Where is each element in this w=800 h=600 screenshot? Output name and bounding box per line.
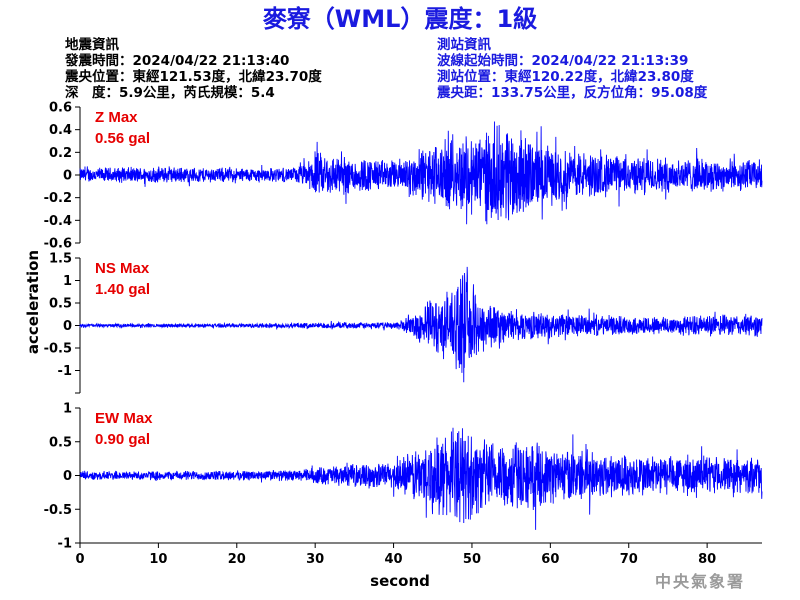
max-label-ns: NS Max	[95, 260, 150, 277]
y-tick-label: 1	[63, 402, 72, 417]
x-tick-label: 50	[463, 552, 481, 567]
x-tick-label: 70	[620, 552, 638, 567]
y-tick-label: -1	[58, 364, 72, 379]
y-tick-label: 0	[63, 469, 72, 484]
y-tick-label: 1	[63, 274, 72, 289]
y-axis-label: acceleration	[24, 250, 42, 354]
panel-ns: -1 -0.5 0 0.5 1 1.5 NS Max 1.40 gal	[44, 252, 763, 394]
panel-ew: -1 -0.5 0 0.5 1 EW Max 0.90 gal	[44, 402, 763, 552]
epicentral-distance-azimuth: 震央距：133.75公里，反方位角：95.08度	[436, 84, 708, 101]
y-tick-label: 1.5	[49, 252, 72, 267]
earthquake-depth-magnitude: 深 度：5.9公里，芮氏規模：5.4	[65, 84, 275, 101]
y-tick-label: 0	[63, 169, 72, 184]
panel-z: -0.6 -0.4 -0.2 0 0.2 0.4 0.6 Z Max 0.56 gal	[44, 101, 763, 252]
max-value-z: 0.56 gal	[95, 130, 150, 147]
earthquake-origin-time: 發震時間：2024/04/22 21:13:40	[64, 52, 289, 69]
y-tick-label: 0.2	[49, 146, 72, 161]
chart-title: 麥寮（WML）震度：1級	[262, 5, 537, 33]
y-tick-label: -0.2	[44, 191, 72, 206]
station-info-block: 測站資訊 波線起始時間：2024/04/22 21:13:39 測站位置：東經1…	[436, 36, 708, 101]
earthquake-info-block: 地震資訊 發震時間：2024/04/22 21:13:40 震央位置：東經121…	[64, 36, 322, 101]
x-tick-label: 20	[228, 552, 246, 567]
y-tick-label: 0.5	[49, 297, 72, 312]
cwa-logo-text: 中央氣象署	[655, 572, 745, 591]
station-location: 測站位置：東經120.22度，北緯23.80度	[437, 68, 694, 85]
max-label-z: Z Max	[95, 109, 138, 126]
max-label-ew: EW Max	[95, 410, 153, 427]
x-tick-label: 80	[698, 552, 716, 567]
x-tick-label: 10	[149, 552, 167, 567]
max-value-ns: 1.40 gal	[95, 281, 150, 298]
waveform-trace-z	[79, 121, 763, 225]
x-tick-label: 0	[75, 552, 84, 567]
waveform-start-time: 波線起始時間：2024/04/22 21:13:39	[437, 52, 688, 69]
earthquake-info-heading: 地震資訊	[65, 36, 119, 53]
y-tick-label: -0.4	[44, 214, 72, 229]
y-tick-label: 0.4	[49, 123, 72, 138]
waveform-trace-ns	[79, 266, 763, 383]
earthquake-epicenter: 震央位置：東經121.53度，北緯23.70度	[64, 68, 322, 85]
y-tick-label: -1	[58, 537, 72, 552]
y-tick-label: 0	[63, 319, 72, 334]
waveform-trace-ew	[79, 427, 763, 530]
y-tick-label: -0.6	[44, 237, 72, 252]
x-tick-label: 60	[541, 552, 559, 567]
y-tick-label: -0.5	[44, 503, 72, 518]
max-value-ew: 0.90 gal	[95, 431, 150, 448]
x-axis-label: second	[370, 572, 430, 590]
waveform-panels: -0.6 -0.4 -0.2 0 0.2 0.4 0.6 Z Max 0.56 gal -1 -0.…	[44, 101, 763, 567]
y-tick-label: 0.6	[49, 101, 72, 116]
x-tick-label: 30	[306, 552, 324, 567]
y-tick-label: -0.5	[44, 342, 72, 357]
y-tick-label: 0.5	[49, 435, 72, 450]
x-tick-label: 40	[385, 552, 403, 567]
station-info-heading: 測站資訊	[437, 36, 491, 53]
